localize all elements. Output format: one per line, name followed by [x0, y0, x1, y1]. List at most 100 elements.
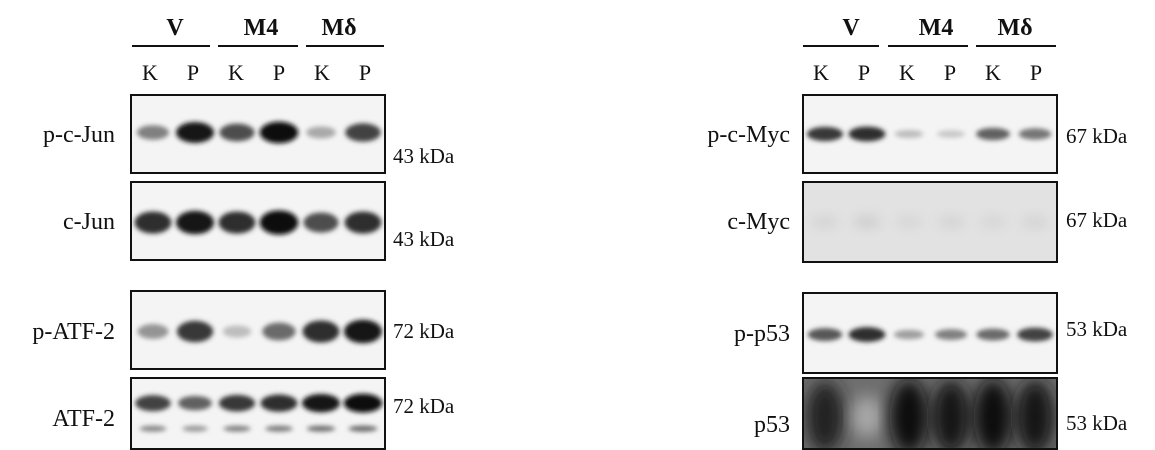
lane-label: K	[223, 59, 249, 87]
group-label-v: V	[826, 14, 876, 42]
group-line-mdelta	[976, 45, 1056, 47]
blot-c-myc	[802, 181, 1058, 263]
protein-band	[219, 124, 254, 142]
protein-band	[219, 211, 256, 233]
group-line-m4	[888, 45, 968, 47]
blot-background	[804, 183, 1056, 261]
protein-band-secondary	[140, 426, 167, 432]
protein-label: p-c-Jun	[0, 120, 115, 150]
protein-band	[137, 125, 169, 140]
molecular-weight-label: 72 kDa	[393, 393, 454, 419]
protein-band	[303, 213, 338, 233]
protein-band	[1017, 328, 1053, 342]
protein-band	[261, 395, 298, 412]
lane-label: P	[352, 59, 378, 87]
protein-label: p-ATF-2	[0, 317, 115, 347]
protein-band	[177, 321, 213, 342]
protein-band	[344, 320, 382, 344]
protein-band	[849, 127, 886, 142]
protein-band	[976, 329, 1009, 341]
protein-band	[807, 127, 843, 141]
protein-band	[303, 320, 340, 342]
protein-label: p-c-Myc	[600, 120, 790, 150]
protein-band	[894, 330, 924, 339]
molecular-weight-label: 53 kDa	[1066, 410, 1127, 436]
group-line-m4	[218, 45, 298, 47]
protein-band	[262, 323, 295, 341]
blot-atf-2	[130, 377, 386, 450]
protein-label: ATF-2	[0, 404, 115, 434]
protein-band	[345, 211, 382, 233]
blot-bands	[804, 183, 1056, 261]
protein-band	[1021, 216, 1048, 228]
molecular-weight-label: 43 kDa	[393, 143, 454, 169]
molecular-weight-label: 43 kDa	[393, 226, 454, 252]
protein-band	[935, 329, 967, 340]
molecular-weight-label: 53 kDa	[1066, 316, 1127, 342]
group-label-v: V	[150, 14, 200, 42]
right-blot-panel: V M4 Mδ K P K P K P p-c-Myc c-Myc p-p53 …	[600, 0, 1155, 450]
protein-band	[344, 394, 383, 413]
protein-band	[178, 396, 212, 410]
protein-band	[808, 328, 843, 341]
lane-label: K	[980, 59, 1006, 87]
blot-bands	[804, 96, 1056, 172]
group-label-m4: M4	[901, 14, 971, 42]
molecular-weight-label: 67 kDa	[1066, 207, 1127, 233]
blot-bands	[132, 379, 384, 448]
blot-bands	[804, 294, 1056, 372]
protein-band	[345, 123, 381, 141]
protein-band	[979, 216, 1006, 228]
group-label-mdelta: Mδ	[304, 14, 374, 42]
lane-label: K	[137, 59, 163, 87]
protein-band	[306, 126, 336, 138]
protein-band	[138, 324, 169, 339]
protein-band	[176, 122, 214, 143]
left-blot-panel: V M4 Mδ K P K P K P p-c-Jun c-Jun p-ATF-…	[0, 0, 560, 450]
protein-band	[811, 216, 838, 228]
protein-band-secondary	[182, 426, 207, 432]
protein-label: c-Myc	[600, 207, 790, 237]
protein-band-secondary	[349, 426, 378, 432]
lane-label: P	[851, 59, 877, 87]
blot-bands	[804, 379, 1056, 448]
protein-band	[223, 325, 252, 337]
protein-band	[135, 211, 172, 233]
protein-band	[976, 128, 1010, 140]
group-line-v	[132, 45, 210, 47]
lane-label: P	[937, 59, 963, 87]
protein-band	[135, 395, 171, 411]
lane-label: P	[266, 59, 292, 87]
protein-band	[219, 395, 255, 412]
protein-band	[853, 216, 881, 228]
protein-label: p-p53	[600, 319, 790, 349]
protein-band-secondary	[265, 426, 293, 432]
group-line-v	[803, 45, 879, 47]
protein-label: c-Jun	[0, 207, 115, 237]
group-label-m4: M4	[226, 14, 296, 42]
protein-band	[895, 216, 922, 228]
lane-label: P	[180, 59, 206, 87]
blot-p-atf-2	[130, 290, 386, 370]
blot-bands	[132, 96, 384, 172]
blot-p53	[802, 377, 1058, 450]
protein-band	[937, 130, 965, 138]
protein-band	[937, 216, 964, 228]
molecular-weight-label: 67 kDa	[1066, 123, 1127, 149]
blot-p-p53	[802, 292, 1058, 374]
protein-band-secondary	[307, 426, 336, 432]
protein-band	[1019, 128, 1052, 139]
protein-band-secondary	[223, 426, 250, 432]
lane-label: K	[309, 59, 335, 87]
protein-band	[302, 394, 340, 412]
lane-label: K	[808, 59, 834, 87]
blot-p-c-jun	[130, 94, 386, 174]
blot-bands	[132, 292, 384, 368]
blot-bands	[132, 183, 384, 259]
protein-band	[895, 130, 924, 138]
group-line-mdelta	[306, 45, 384, 47]
lane-label: P	[1023, 59, 1049, 87]
molecular-weight-label: 72 kDa	[393, 318, 454, 344]
protein-band	[260, 210, 299, 234]
protein-band	[849, 327, 886, 342]
